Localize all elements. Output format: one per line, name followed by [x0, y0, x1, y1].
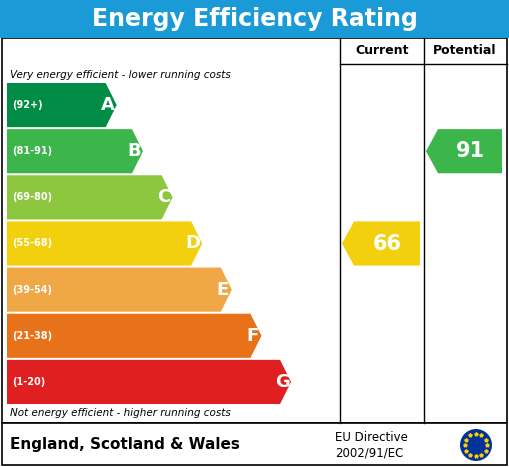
Text: G: G	[275, 373, 290, 391]
Text: (1-20): (1-20)	[12, 377, 45, 387]
Text: C: C	[157, 188, 170, 206]
Text: Energy Efficiency Rating: Energy Efficiency Rating	[92, 7, 417, 31]
Text: (39-54): (39-54)	[12, 285, 52, 295]
Text: Potential: Potential	[433, 44, 497, 57]
Text: Not energy efficient - higher running costs: Not energy efficient - higher running co…	[10, 408, 231, 418]
Text: (21-38): (21-38)	[12, 331, 52, 341]
Text: 66: 66	[373, 234, 402, 254]
Text: EU Directive
2002/91/EC: EU Directive 2002/91/EC	[335, 431, 408, 459]
Polygon shape	[7, 83, 117, 127]
Text: Very energy efficient - lower running costs: Very energy efficient - lower running co…	[10, 70, 231, 80]
Text: F: F	[246, 327, 259, 345]
Circle shape	[460, 429, 492, 461]
Polygon shape	[342, 221, 420, 266]
Text: Current: Current	[355, 44, 409, 57]
Text: B: B	[127, 142, 141, 160]
Text: 91: 91	[456, 141, 485, 161]
Text: E: E	[217, 281, 229, 298]
Polygon shape	[7, 268, 232, 311]
Text: England, Scotland & Wales: England, Scotland & Wales	[10, 438, 240, 453]
Polygon shape	[7, 175, 173, 219]
Text: A: A	[101, 96, 115, 114]
Text: (92+): (92+)	[12, 100, 43, 110]
Polygon shape	[426, 129, 502, 173]
Bar	[0, 423, 509, 467]
Polygon shape	[7, 129, 143, 173]
Text: (55-68): (55-68)	[12, 239, 52, 248]
Bar	[2, 38, 507, 423]
Text: (81-91): (81-91)	[12, 146, 52, 156]
Text: (69-80): (69-80)	[12, 192, 52, 202]
Polygon shape	[7, 360, 291, 404]
Polygon shape	[7, 221, 202, 266]
Bar	[0, 0, 509, 38]
Bar	[2, 423, 507, 465]
Text: D: D	[186, 234, 201, 253]
Polygon shape	[7, 314, 262, 358]
